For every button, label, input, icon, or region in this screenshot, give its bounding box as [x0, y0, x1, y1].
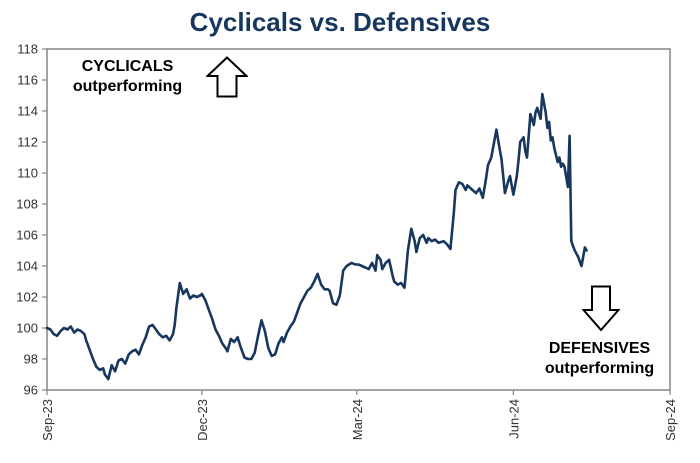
- x-axis: Sep-23 Dec-23 Mar-24 Jun-24 Sep-24: [40, 390, 678, 441]
- y-tick-label: 106: [16, 228, 38, 243]
- y-tick-label: 104: [16, 259, 38, 274]
- y-tick-label: 110: [17, 166, 38, 181]
- x-tick-label: Mar-24: [350, 399, 365, 440]
- y-axis: 96 98 100 102 104 106 108 110 112 114 116 118: [16, 42, 47, 398]
- x-tick-label: Dec-23: [195, 399, 210, 441]
- y-tick-label: 96: [24, 383, 38, 398]
- chart-title: Cyclicals vs. Defensives: [189, 7, 491, 37]
- up-block-arrow-icon: [206, 56, 248, 98]
- y-tick-label: 108: [16, 197, 38, 212]
- defensives-label-line2: outperforming: [544, 360, 655, 377]
- y-tick-label: 118: [17, 42, 38, 57]
- y-tick-label: 100: [16, 321, 38, 336]
- down-block-arrow-icon: [582, 285, 620, 332]
- cyclicals-label-line2: outperforming: [72, 78, 183, 95]
- x-tick-label: Sep-23: [40, 399, 55, 441]
- x-tick-label: Sep-24: [663, 399, 678, 441]
- defensives-label-line1: DEFENSIVES: [548, 340, 651, 357]
- y-tick-label: 98: [24, 352, 38, 367]
- ratio-line-series: [45, 92, 588, 381]
- plot-border: [46, 48, 671, 391]
- defensives-outperforming-label: DEFENSIVES outperforming: [522, 339, 677, 379]
- cyclicals-label-line1: CYCLICALS: [81, 58, 174, 75]
- y-tick-label: 114: [17, 104, 38, 119]
- y-tick-label: 116: [17, 73, 38, 88]
- y-tick-label: 102: [16, 290, 38, 305]
- cyclicals-outperforming-label: CYCLICALS outperforming: [50, 57, 205, 97]
- y-tick-label: 112: [17, 135, 38, 150]
- x-tick-label: Jun-24: [506, 399, 521, 439]
